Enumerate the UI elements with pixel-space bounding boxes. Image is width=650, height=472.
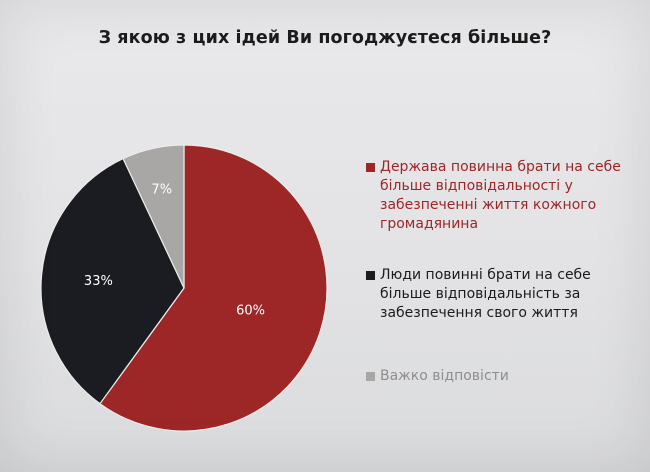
slice-data-label: 60% bbox=[236, 304, 265, 319]
legend-label: Люди повинні брати на себе більше відпов… bbox=[380, 267, 591, 321]
pie-slice bbox=[99, 144, 328, 432]
legend: Держава повинна брати на себе більше від… bbox=[366, 158, 636, 418]
chart-title: З якою з цих ідей Ви погоджуєтеся більше… bbox=[98, 28, 552, 48]
pie-slice bbox=[40, 157, 185, 405]
pie-slice bbox=[122, 144, 185, 289]
legend-item: Важко відповісти bbox=[366, 367, 636, 386]
legend-swatch bbox=[366, 163, 375, 172]
legend-label: Держава повинна брати на себе більше від… bbox=[380, 159, 621, 232]
legend-swatch bbox=[366, 372, 375, 381]
slice-data-label: 33% bbox=[84, 274, 113, 289]
legend-item: Держава повинна брати на себе більше від… bbox=[366, 158, 636, 234]
legend-label: Важко відповісти bbox=[380, 368, 509, 384]
slice-data-label: 7% bbox=[151, 182, 172, 197]
legend-swatch bbox=[366, 271, 375, 280]
legend-item: Люди повинні брати на себе більше відпов… bbox=[366, 266, 636, 323]
